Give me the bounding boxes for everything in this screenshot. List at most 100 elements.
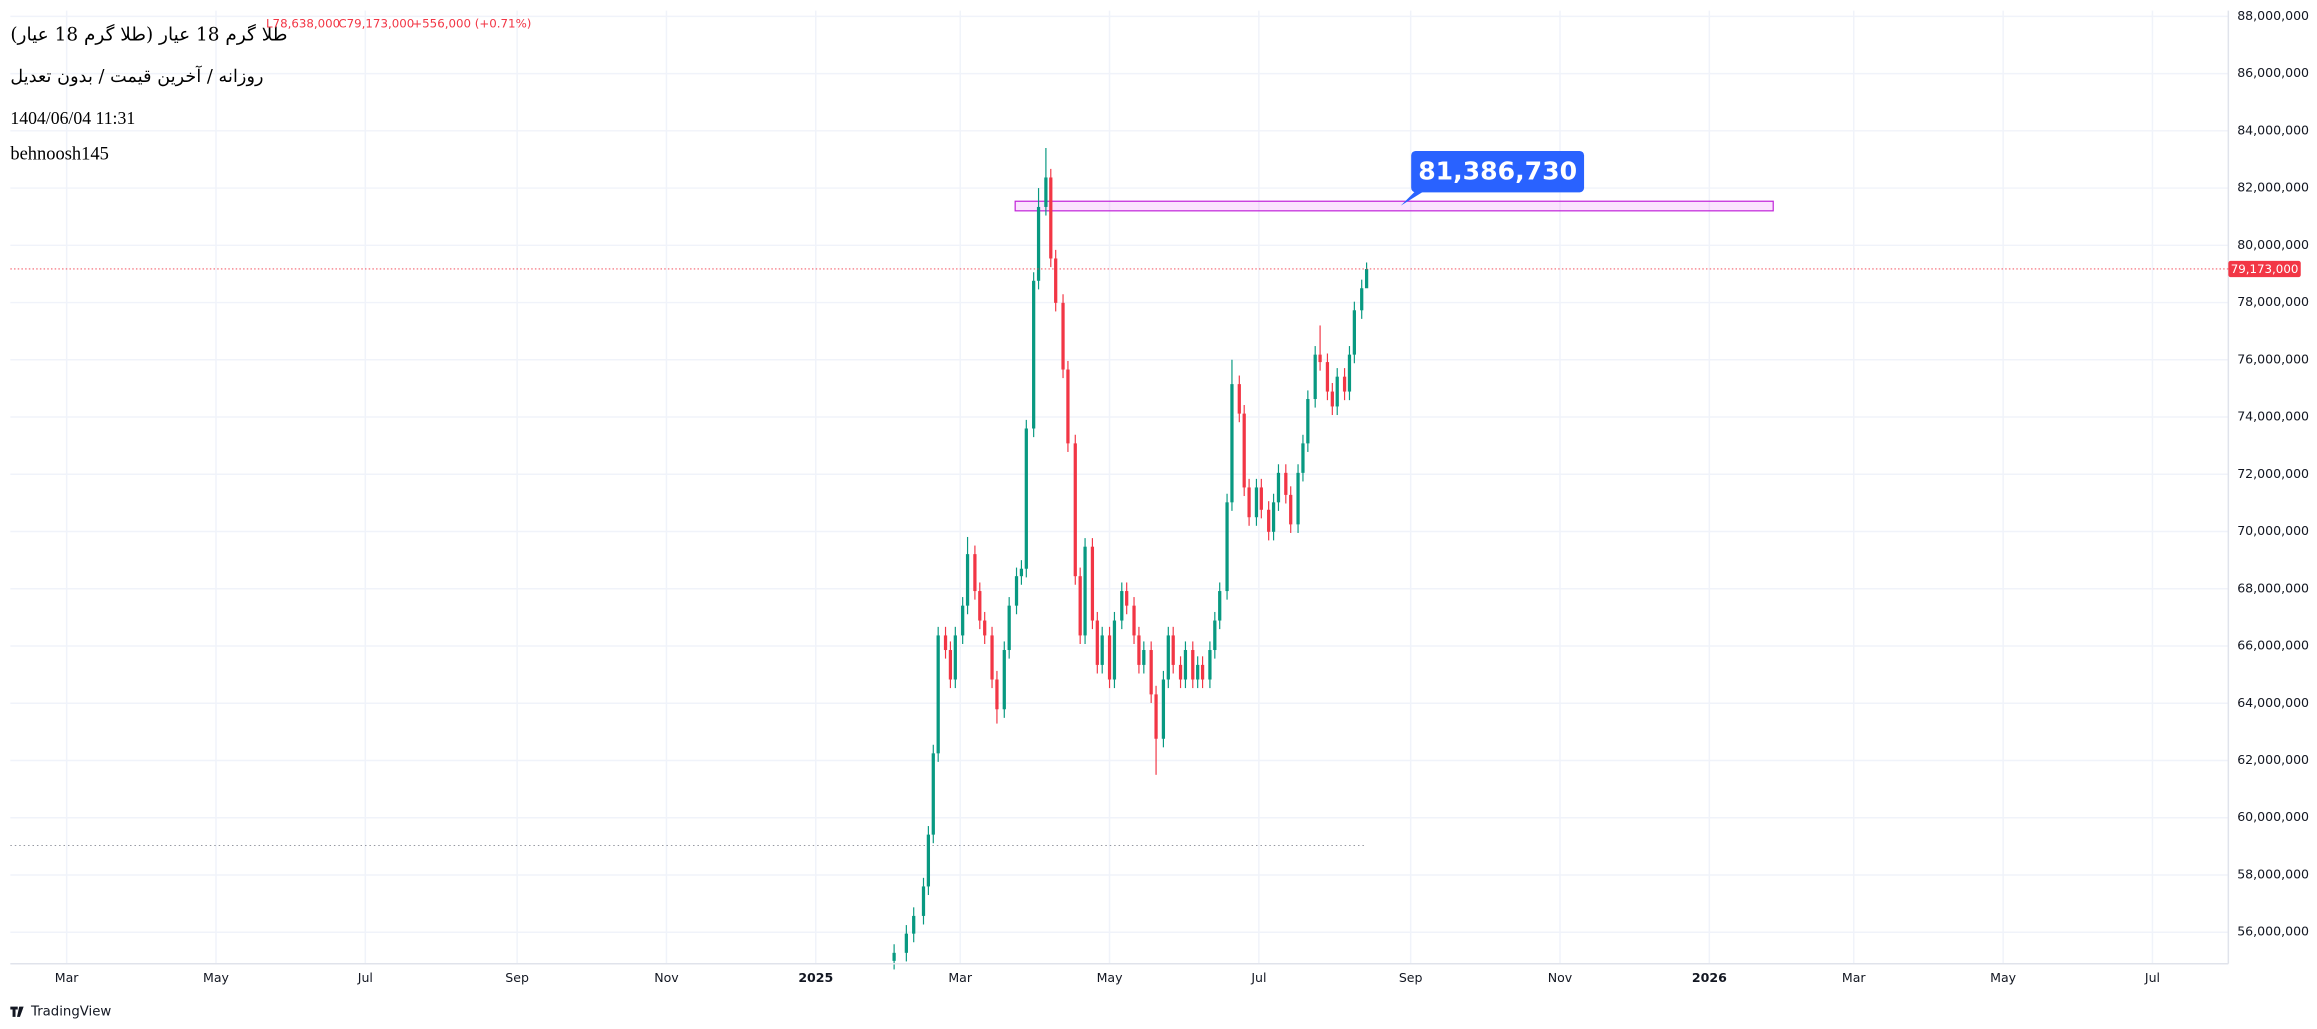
candle-body	[1044, 177, 1048, 207]
candle-body	[1289, 494, 1293, 525]
candles	[892, 147, 1369, 970]
candle-body	[1360, 288, 1364, 311]
candle-body	[943, 635, 948, 651]
x-tick-label: May	[1990, 970, 2017, 985]
logo-mark	[10, 1006, 24, 1017]
candle-body	[1330, 391, 1334, 407]
x-tick-label: May	[1097, 970, 1124, 985]
candle-body	[1284, 472, 1288, 495]
candle-body	[1306, 399, 1310, 444]
y-tick-label: 66,000,000	[2237, 638, 2309, 653]
candle-body	[990, 635, 994, 680]
subtitle: روزانه / آخرین قیمت / بدون تعدیل	[10, 65, 263, 87]
ohlc-close: C79,173,000	[338, 16, 414, 30]
candle-body	[1014, 576, 1019, 606]
candle-body	[1002, 650, 1006, 710]
candle-body	[1112, 620, 1117, 680]
candle-body	[1073, 443, 1077, 577]
candle-body	[1149, 650, 1153, 695]
candle-body	[1125, 591, 1129, 606]
x-tick-label: Sep	[1399, 970, 1423, 985]
y-tick-label: 80,000,000	[2237, 237, 2309, 252]
candle-body	[1213, 620, 1217, 651]
zone-rectangle	[1014, 200, 1774, 212]
candle-body	[1100, 635, 1104, 665]
candle-body	[961, 605, 965, 636]
last-price-label: 79,173,000	[2231, 262, 2299, 276]
y-tick-label: 86,000,000	[2237, 65, 2309, 80]
x-tick-label: Sep	[505, 970, 529, 985]
candle-body	[1347, 354, 1352, 392]
candle-body	[1007, 605, 1011, 651]
ohlc-change: +556,000 (+0.71%)	[412, 16, 531, 30]
callout-pointer	[1400, 190, 1425, 206]
candle-body	[1171, 635, 1175, 665]
y-tick-label: 78,000,000	[2237, 294, 2309, 309]
candle-body	[1107, 635, 1112, 680]
candle-body	[1208, 650, 1212, 680]
grid	[10, 10, 2229, 964]
candle-body	[1301, 443, 1305, 473]
candle-body	[1247, 487, 1251, 518]
candle-body	[1200, 664, 1205, 680]
candle-body	[1090, 546, 1095, 621]
candle-body	[892, 952, 896, 961]
y-tick-label: 76,000,000	[2237, 351, 2309, 366]
y-tick-label: 58,000,000	[2237, 866, 2309, 881]
candle-body	[1019, 568, 1024, 577]
x-tick-label: Nov	[654, 970, 679, 985]
x-tick-label: Nov	[1548, 970, 1573, 985]
candle-body	[1259, 487, 1263, 510]
candle-body	[1049, 177, 1053, 259]
candle-body	[1137, 635, 1141, 665]
candle-body	[1132, 605, 1136, 636]
candle-body	[1242, 413, 1246, 488]
candle-body	[1161, 679, 1166, 739]
candle-body	[1325, 362, 1330, 392]
candle-body	[978, 591, 982, 621]
brand: TradingView	[30, 1005, 111, 1020]
tradingview-logo: TradingView	[10, 1005, 111, 1020]
candle-body	[1120, 591, 1124, 621]
y-tick-label: 88,000,000	[2237, 8, 2309, 23]
x-tick-label: 2025	[798, 970, 833, 985]
candle-body	[1196, 664, 1200, 680]
candle-body	[1254, 487, 1259, 518]
candle-body	[1032, 280, 1036, 429]
candle-body	[973, 554, 977, 592]
candle-body	[1183, 650, 1188, 680]
candle-body	[921, 886, 926, 916]
candle-body	[1078, 576, 1082, 636]
candle-body	[953, 635, 957, 680]
candle-body	[904, 933, 908, 953]
candle-body	[936, 635, 940, 754]
candle-body	[931, 753, 935, 835]
x-tick-label: Mar	[55, 970, 80, 985]
candle-body	[1296, 472, 1300, 525]
last-price-badge	[2228, 260, 2301, 278]
candle-body	[926, 834, 931, 887]
y-tick-label: 82,000,000	[2237, 180, 2309, 195]
candle-body	[1095, 620, 1099, 665]
candle-body	[1066, 369, 1070, 444]
x-tick-label: Mar	[1842, 970, 1867, 985]
ohlc-low: L78,638,000	[266, 16, 340, 30]
candle-body	[1218, 591, 1222, 621]
candle-body	[965, 554, 970, 606]
candle-body	[1154, 694, 1158, 739]
y-tick-label: 60,000,000	[2237, 809, 2309, 824]
y-tick-label: 72,000,000	[2237, 466, 2309, 481]
y-tick-label: 70,000,000	[2237, 523, 2309, 538]
y-tick-label: 84,000,000	[2237, 122, 2309, 137]
y-tick-label: 68,000,000	[2237, 580, 2309, 595]
candle-body	[1230, 384, 1234, 503]
y-tick-label: 64,000,000	[2237, 695, 2309, 710]
axes: 56,000,000 58,000,000 60,000,000 62,000,000…	[55, 8, 2309, 985]
candle-body	[1225, 502, 1229, 592]
candle-body	[1054, 258, 1058, 303]
candle-body	[1352, 310, 1356, 355]
candle-body	[1276, 472, 1281, 503]
candle-body	[1142, 650, 1146, 665]
candle-body	[1335, 376, 1339, 407]
